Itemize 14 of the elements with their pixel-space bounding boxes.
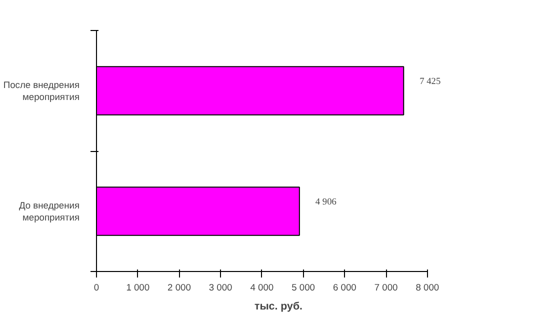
data-label: 7 425: [420, 76, 441, 87]
data-label: 4 906: [315, 197, 337, 208]
x-axis-title: тыс. руб.: [254, 300, 303, 312]
y-tick-label: После внедрения мероприятия: [3, 80, 80, 102]
x-tick-label: 5 000: [292, 282, 315, 292]
x-tick-label: 2 000: [168, 282, 191, 292]
x-tick-label: 6 000: [333, 282, 356, 292]
y-tick-label: До внедрения мероприятия: [18, 200, 80, 222]
x-tick-label: 0: [94, 282, 100, 292]
x-tick-label: 4 000: [250, 282, 274, 292]
x-tick-label: 1 000: [126, 282, 150, 292]
x-tick-label: 7 000: [374, 282, 398, 292]
x-tick-label: 8 000: [416, 282, 440, 292]
x-tick-label: 3 000: [208, 282, 232, 292]
